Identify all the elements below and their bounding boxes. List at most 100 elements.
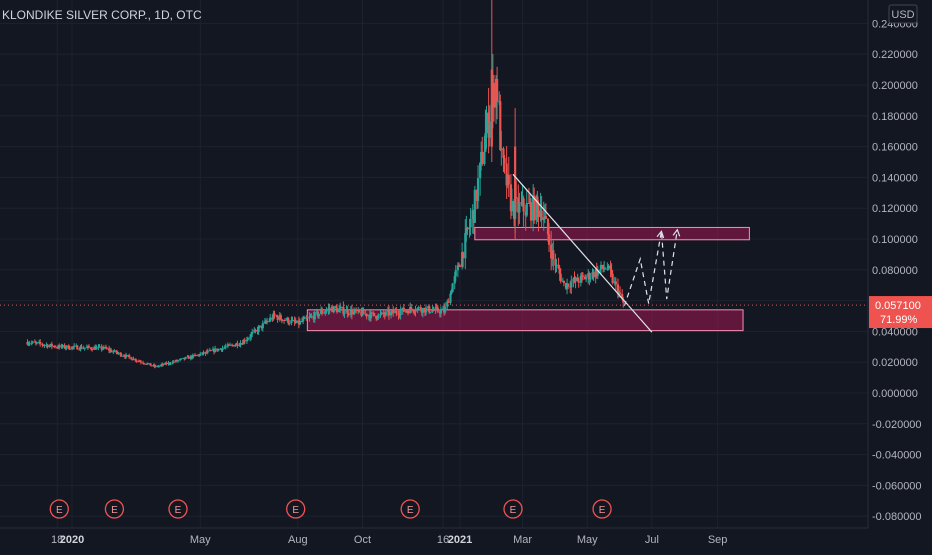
candle-body — [168, 362, 171, 364]
candle-body — [574, 277, 577, 282]
candle-body — [483, 151, 486, 164]
candle-body — [621, 294, 624, 300]
price-axis[interactable]: -0.080000 -0.060000 -0.040000 -0.020000 0.00… — [872, 18, 922, 523]
candle-body — [334, 306, 338, 308]
candle-body — [380, 312, 383, 314]
candle-body — [429, 312, 432, 314]
candle-body — [162, 363, 165, 365]
candle-body — [248, 337, 252, 339]
earnings-marker-label: E — [175, 505, 182, 516]
candle-body — [446, 301, 449, 307]
candle-body — [100, 346, 103, 350]
candle-body — [436, 307, 439, 312]
candle-body — [290, 320, 293, 324]
candle-body — [130, 357, 133, 360]
candle-body — [466, 227, 469, 230]
candle-body — [273, 313, 276, 316]
candle-body — [272, 313, 275, 320]
candle-body — [26, 342, 29, 345]
candle-body — [622, 299, 625, 303]
earnings-marker[interactable] — [286, 499, 306, 519]
earnings-marker[interactable] — [168, 499, 188, 519]
earnings-marker[interactable] — [49, 499, 69, 519]
candle-body — [398, 315, 401, 317]
candle-body — [159, 364, 163, 366]
candle-body — [323, 312, 326, 314]
candle-body — [453, 276, 456, 284]
candle-body — [417, 307, 420, 309]
time-tick-label: Aug — [288, 534, 308, 546]
candle-body — [434, 307, 437, 311]
candle-body — [232, 345, 235, 347]
candle-body — [382, 312, 385, 315]
candle-body — [324, 311, 327, 313]
candle-body — [461, 252, 464, 267]
candle-body — [134, 358, 137, 361]
candle-body — [30, 342, 33, 344]
earnings-marker[interactable] — [400, 499, 420, 519]
candle-body — [536, 196, 539, 205]
candle-body — [373, 312, 376, 316]
candle-body — [28, 343, 31, 345]
candle-body — [610, 270, 613, 274]
candle-body — [365, 313, 368, 317]
candle-body — [503, 157, 506, 164]
candle-body — [481, 151, 484, 164]
candle-body — [362, 310, 365, 315]
candle-body — [484, 133, 487, 152]
candle-body — [321, 310, 324, 314]
candle-body — [419, 307, 422, 311]
candle-body — [187, 356, 190, 359]
candle-body — [91, 349, 94, 351]
candle-body — [83, 347, 86, 349]
candle-body — [505, 163, 508, 186]
candle-body — [496, 78, 499, 102]
candle-body — [228, 344, 232, 346]
candle-body — [287, 317, 290, 324]
candle-body — [73, 345, 76, 347]
time-tick-label: Jul — [645, 534, 659, 546]
candle-body — [342, 306, 345, 314]
candle-body — [308, 316, 311, 318]
earnings-marker-label: E — [56, 505, 63, 516]
candle-body — [558, 268, 561, 274]
candle-body — [268, 320, 271, 322]
candle-body — [302, 318, 305, 322]
price-zone — [306, 309, 744, 332]
candle-body — [71, 346, 75, 348]
candle-body — [406, 310, 410, 314]
candle-body — [128, 355, 131, 358]
time-tick-label: Mar — [513, 534, 532, 546]
candle-body — [242, 340, 245, 345]
earnings-marker[interactable] — [503, 499, 523, 519]
earnings-marker-label: E — [292, 505, 299, 516]
candle-body — [50, 343, 53, 347]
candle-body — [596, 269, 599, 276]
candle-body — [131, 359, 134, 361]
earnings-marker[interactable] — [104, 499, 125, 519]
candle-body — [206, 350, 209, 353]
candle-body — [275, 315, 278, 317]
currency-badge[interactable] — [888, 4, 918, 24]
candle-body — [602, 264, 605, 269]
candle-body — [87, 346, 91, 348]
candle-body — [410, 307, 413, 310]
candle-body — [428, 306, 431, 313]
candle-body — [172, 361, 175, 363]
time-tick-label: 16 — [437, 534, 449, 546]
candle-body — [104, 346, 108, 349]
candle-body — [552, 250, 555, 260]
candle-body — [485, 112, 488, 134]
candle-body — [61, 345, 64, 347]
candle-body — [176, 360, 180, 362]
earnings-marker[interactable] — [592, 499, 612, 519]
price-tick-label: 0.000000 — [872, 388, 918, 400]
candle-body — [537, 204, 540, 218]
candle-body — [375, 315, 378, 319]
candle-body — [179, 359, 182, 361]
candle-body — [115, 350, 118, 353]
candle-body — [117, 352, 120, 354]
